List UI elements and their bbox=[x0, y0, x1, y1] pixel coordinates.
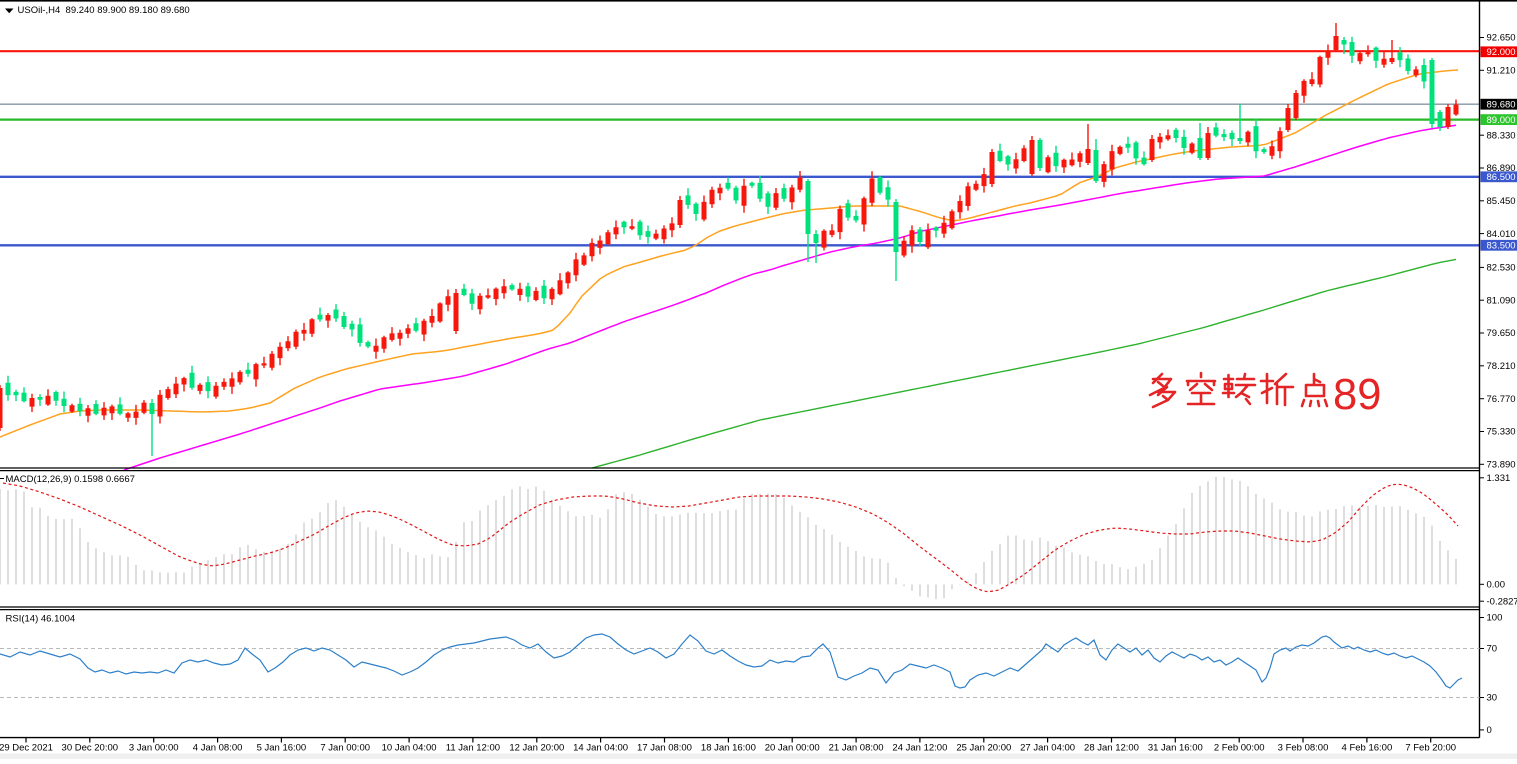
svg-text:12 Jan 20:00: 12 Jan 20:00 bbox=[509, 743, 564, 754]
svg-text:75.330: 75.330 bbox=[1487, 427, 1516, 438]
svg-text:0.00: 0.00 bbox=[1487, 580, 1506, 591]
svg-text:21 Jan 08:00: 21 Jan 08:00 bbox=[829, 743, 884, 754]
svg-text:84.010: 84.010 bbox=[1487, 229, 1516, 240]
svg-text:1.331: 1.331 bbox=[1487, 473, 1511, 484]
svg-text:27 Jan 04:00: 27 Jan 04:00 bbox=[1020, 743, 1075, 754]
svg-text:-0.2827: -0.2827 bbox=[1487, 596, 1517, 607]
svg-text:30 Dec 20:00: 30 Dec 20:00 bbox=[62, 743, 119, 754]
svg-text:70: 70 bbox=[1487, 644, 1498, 655]
svg-text:30: 30 bbox=[1487, 693, 1498, 704]
svg-text:4 Jan 08:00: 4 Jan 08:00 bbox=[193, 743, 243, 754]
svg-text:0: 0 bbox=[1487, 725, 1492, 736]
svg-text:85.450: 85.450 bbox=[1487, 196, 1516, 207]
svg-text:RSI(14) 46.1004: RSI(14) 46.1004 bbox=[6, 614, 76, 625]
svg-text:7 Feb 20:00: 7 Feb 20:00 bbox=[1405, 743, 1456, 754]
svg-text:10 Jan 04:00: 10 Jan 04:00 bbox=[382, 743, 437, 754]
svg-text:79.650: 79.650 bbox=[1487, 328, 1516, 339]
svg-text:24 Jan 12:00: 24 Jan 12:00 bbox=[892, 743, 947, 754]
svg-text:81.090: 81.090 bbox=[1487, 295, 1516, 306]
svg-text:11 Jan 12:00: 11 Jan 12:00 bbox=[446, 743, 500, 754]
svg-text:14 Jan 04:00: 14 Jan 04:00 bbox=[573, 743, 628, 754]
svg-text:31 Jan 16:00: 31 Jan 16:00 bbox=[1148, 743, 1203, 754]
svg-text:20 Jan 00:00: 20 Jan 00:00 bbox=[765, 743, 820, 754]
svg-text:89.000: 89.000 bbox=[1487, 115, 1516, 126]
svg-text:29 Dec 2021: 29 Dec 2021 bbox=[0, 743, 53, 754]
svg-text:100: 100 bbox=[1487, 613, 1503, 624]
svg-text:17 Jan 08:00: 17 Jan 08:00 bbox=[637, 743, 692, 754]
svg-text:5 Jan 16:00: 5 Jan 16:00 bbox=[257, 743, 307, 754]
svg-text:83.500: 83.500 bbox=[1487, 241, 1516, 252]
svg-text:18 Jan 16:00: 18 Jan 16:00 bbox=[701, 743, 756, 754]
svg-text:89: 89 bbox=[1333, 371, 1381, 419]
svg-text:7 Jan 00:00: 7 Jan 00:00 bbox=[320, 743, 370, 754]
svg-text:76.770: 76.770 bbox=[1487, 394, 1516, 405]
svg-text:91.210: 91.210 bbox=[1487, 66, 1516, 77]
svg-text:86.500: 86.500 bbox=[1487, 172, 1516, 183]
svg-text:78.210: 78.210 bbox=[1487, 361, 1516, 372]
svg-text:88.330: 88.330 bbox=[1487, 130, 1516, 141]
svg-text:73.890: 73.890 bbox=[1487, 460, 1516, 471]
svg-text:92.000: 92.000 bbox=[1487, 47, 1516, 58]
svg-text:MACD(12,26,9) 0.1598 0.6667: MACD(12,26,9) 0.1598 0.6667 bbox=[6, 474, 135, 485]
svg-text:2 Feb 00:00: 2 Feb 00:00 bbox=[1214, 743, 1265, 754]
svg-text:3 Jan 00:00: 3 Jan 00:00 bbox=[129, 743, 179, 754]
svg-text:25 Jan 20:00: 25 Jan 20:00 bbox=[956, 743, 1011, 754]
svg-text:89.680: 89.680 bbox=[1487, 99, 1516, 110]
svg-text:82.530: 82.530 bbox=[1487, 263, 1516, 274]
svg-text:92.650: 92.650 bbox=[1487, 33, 1516, 44]
svg-text:4 Feb 16:00: 4 Feb 16:00 bbox=[1342, 743, 1393, 754]
svg-text:28 Jan 12:00: 28 Jan 12:00 bbox=[1084, 743, 1139, 754]
svg-text:3 Feb 08:00: 3 Feb 08:00 bbox=[1278, 743, 1329, 754]
svg-text:USOil-,H4 89.240 89.900 89.18: USOil-,H4 89.240 89.900 89.180 89.680 bbox=[18, 5, 190, 16]
